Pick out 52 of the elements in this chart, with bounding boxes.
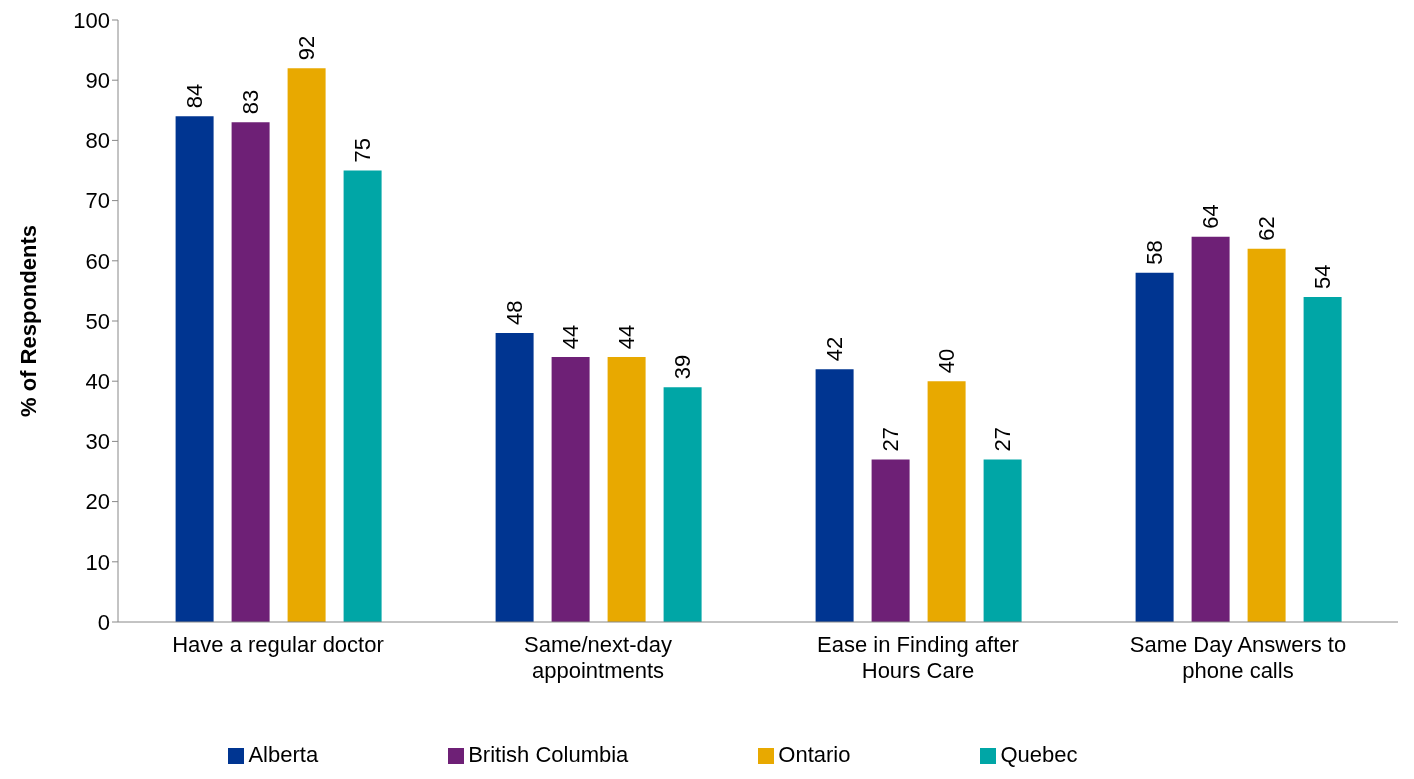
data-label: 27 <box>878 426 904 452</box>
y-axis-title: % of Respondents <box>15 225 41 417</box>
bar <box>607 357 646 622</box>
data-label: 27 <box>990 426 1016 452</box>
data-label: 58 <box>1142 240 1168 265</box>
data-label: 92 <box>294 35 320 61</box>
y-tick-label: 60 <box>85 248 110 274</box>
x-tick-label: Same Day Answers to phone calls <box>1129 632 1347 683</box>
bar <box>1191 236 1230 622</box>
data-label: 83 <box>238 89 264 115</box>
data-label: 75 <box>350 138 376 163</box>
data-label: 39 <box>670 354 696 380</box>
data-label: 54 <box>1310 264 1336 289</box>
y-tick-label: 30 <box>85 429 110 455</box>
bar <box>663 387 702 622</box>
legend-label: Alberta <box>248 742 319 767</box>
x-tick-label: Same/next-day appointments <box>524 632 672 683</box>
legend-label: Ontario <box>778 742 851 767</box>
data-label: 42 <box>822 336 848 362</box>
y-tick-label: 10 <box>85 549 110 575</box>
data-label: 62 <box>1254 216 1280 241</box>
y-tick-label: 0 <box>97 609 110 635</box>
bar <box>231 122 270 622</box>
bar <box>287 68 326 622</box>
y-tick-label: 70 <box>85 188 110 214</box>
bar <box>1303 296 1342 622</box>
bar <box>983 459 1022 622</box>
bar <box>871 459 910 622</box>
bar <box>1135 272 1174 622</box>
bar <box>927 381 966 622</box>
data-label: 40 <box>934 348 960 374</box>
data-label: 44 <box>558 324 584 350</box>
bar <box>1247 248 1286 622</box>
bar <box>815 369 854 622</box>
x-tick-label: Ease in Finding after Hours Care <box>817 632 1019 683</box>
data-label: 84 <box>182 83 208 109</box>
x-tick-label: Have a regular doctor <box>172 632 384 657</box>
y-tick-label: 80 <box>85 128 110 154</box>
bar <box>175 116 214 622</box>
y-tick-label: 20 <box>85 489 110 515</box>
data-label: 64 <box>1198 204 1224 229</box>
y-tick-label: 90 <box>85 68 110 94</box>
legend-label: British Columbia <box>468 742 629 767</box>
y-tick-label: 50 <box>85 308 110 334</box>
data-label: 48 <box>502 300 528 326</box>
y-tick-label: 100 <box>73 7 110 33</box>
data-label: 44 <box>614 324 640 350</box>
y-tick-label: 40 <box>85 369 110 395</box>
bar <box>343 170 382 622</box>
legend-label: Quebec <box>1000 742 1078 767</box>
bar <box>495 333 534 622</box>
bar <box>551 357 590 622</box>
